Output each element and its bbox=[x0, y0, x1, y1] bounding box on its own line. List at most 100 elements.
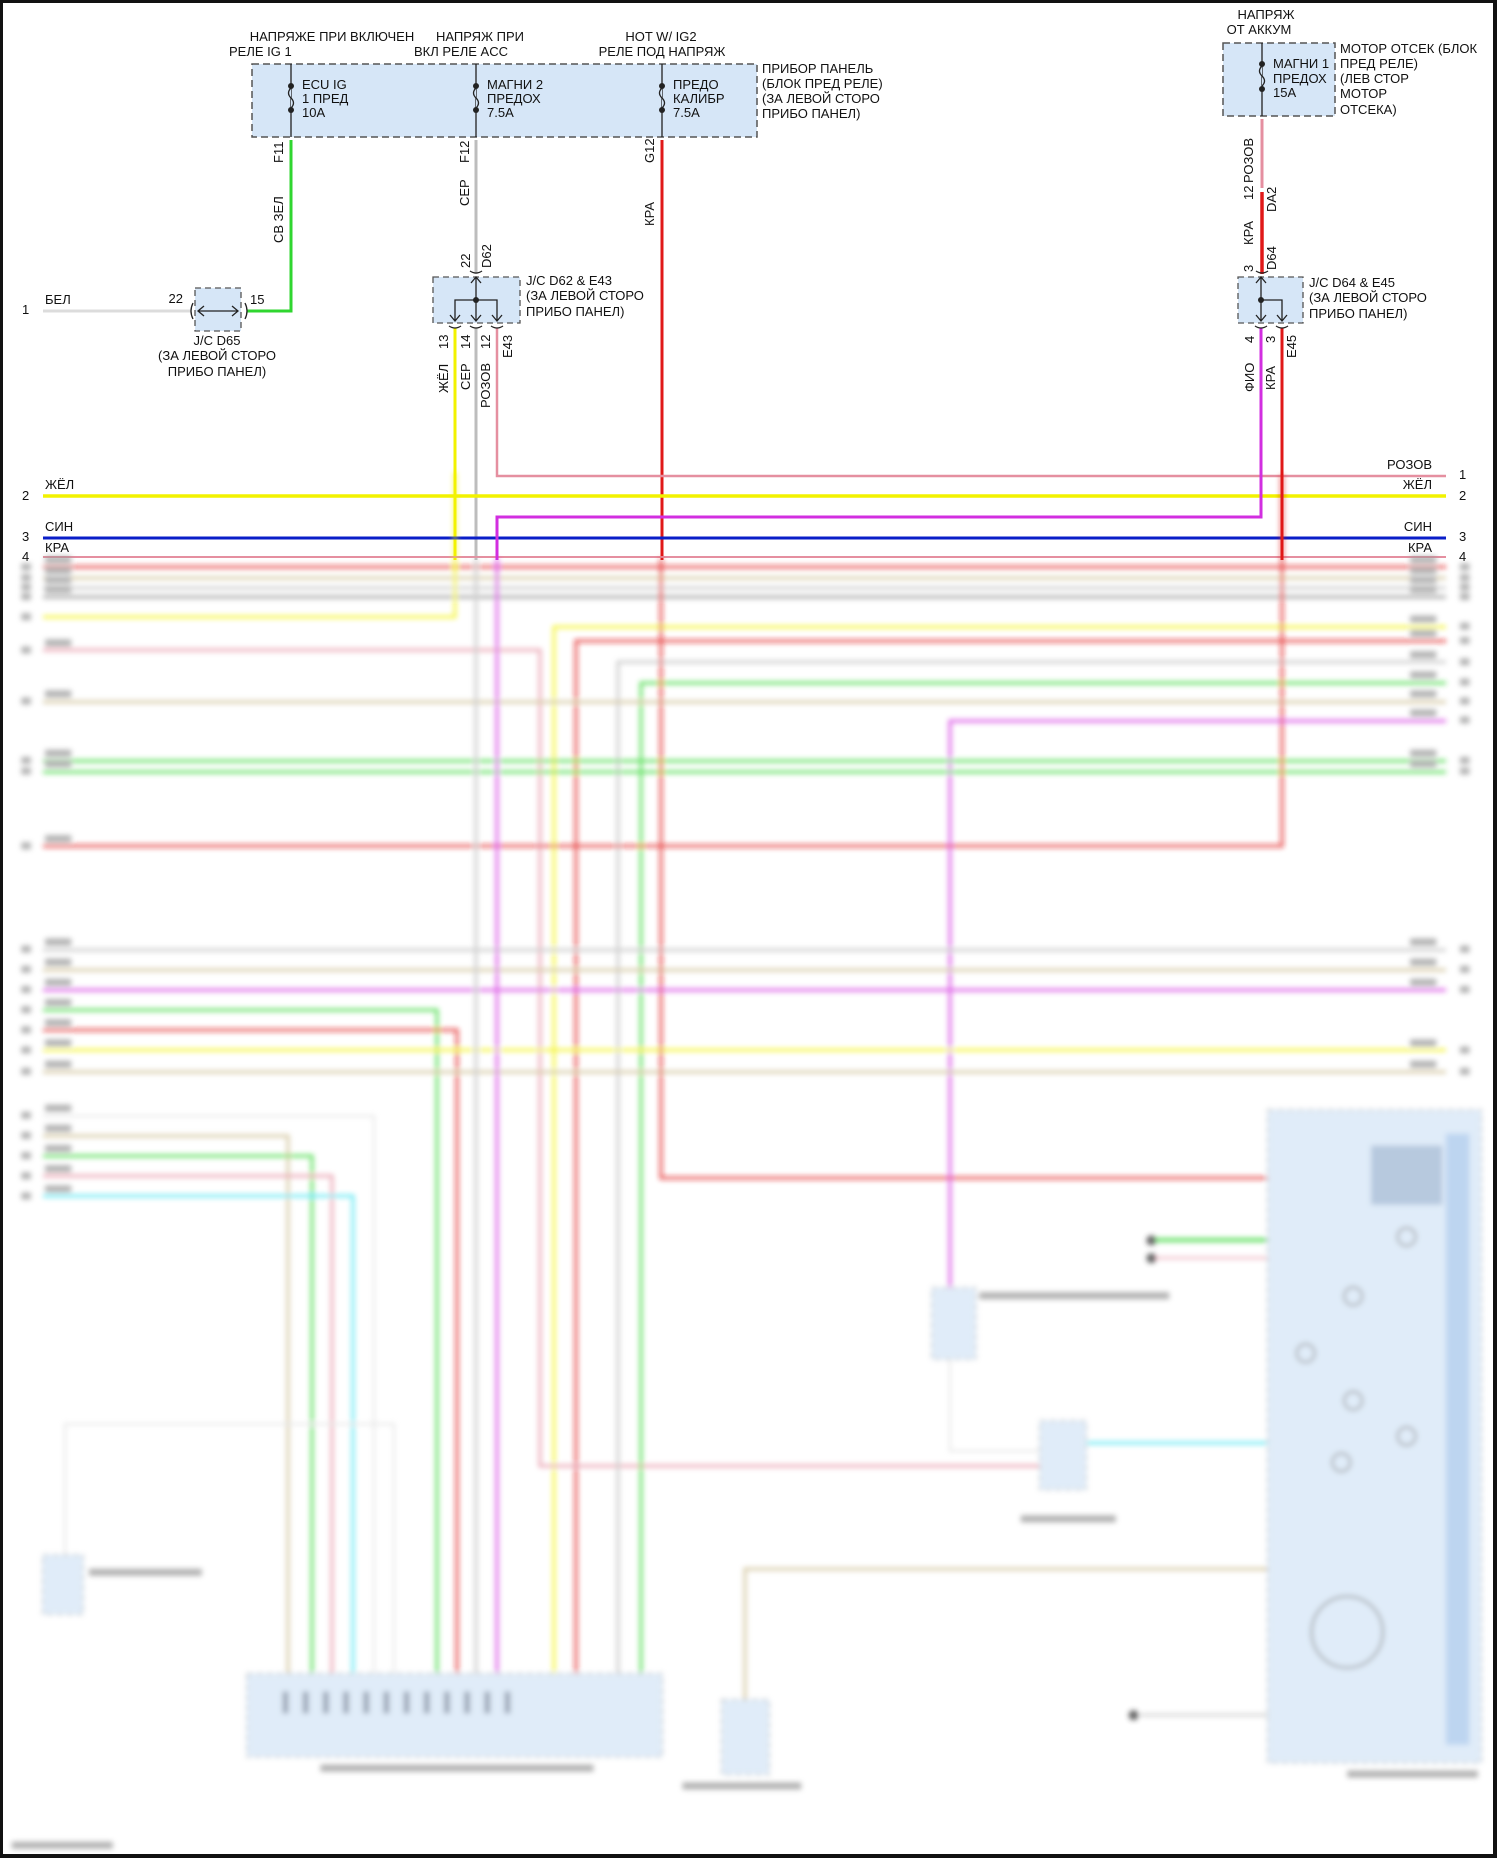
obscured-row-number bbox=[21, 563, 31, 571]
row-labels-left: ЖЁЛ 2 СИН 3 КРА 4 bbox=[22, 477, 74, 564]
junction-location-2: ПРИБО ПАНЕЛ) bbox=[168, 364, 266, 379]
indicator-lamp-icon bbox=[1396, 1226, 1417, 1247]
obscured-row-number bbox=[21, 646, 31, 654]
obscured-component-name bbox=[979, 1292, 1170, 1300]
pin-label: 22 bbox=[169, 291, 183, 306]
wire-color-label: СЕР bbox=[457, 179, 472, 206]
fuse-rating: 15A bbox=[1273, 85, 1296, 100]
connector-label: DA2 bbox=[1264, 187, 1279, 212]
pin-label: 22 bbox=[458, 254, 473, 268]
connector-label: D64 bbox=[1264, 246, 1279, 270]
obscured-wire-label bbox=[1410, 709, 1437, 717]
obscured-row-number bbox=[21, 1067, 31, 1075]
obscured-wire-label bbox=[45, 1019, 72, 1027]
obscured-row-number bbox=[1460, 697, 1470, 705]
connector-pin-icon bbox=[484, 1691, 491, 1714]
obscured-wire-label bbox=[45, 1060, 72, 1068]
splice-icon bbox=[1258, 297, 1264, 303]
wires-top bbox=[43, 119, 1446, 560]
obscured-wire-label bbox=[1410, 690, 1437, 698]
obscured-row-number bbox=[1460, 716, 1470, 724]
connector-label: D62 bbox=[479, 244, 494, 268]
obscured-wire-label bbox=[45, 556, 72, 564]
wire-color-label: КРА bbox=[45, 540, 69, 555]
connector-icon bbox=[469, 270, 483, 274]
pin-label: 12 bbox=[478, 335, 493, 349]
obscured-row-number bbox=[21, 985, 31, 993]
obscured-wire-label bbox=[45, 576, 72, 584]
obscured-cluster-name bbox=[1347, 1770, 1478, 1778]
cluster-display-icon bbox=[1370, 1145, 1443, 1205]
dash-fuse-box-name-2: (БЛОК ПРЕД РЕЛЕ) bbox=[762, 76, 883, 91]
junction-name: J/C D65 bbox=[194, 333, 241, 348]
wire-pink-row1 bbox=[495, 328, 1446, 478]
connector-pin-icon bbox=[423, 1691, 430, 1714]
obscured-row-number bbox=[21, 842, 31, 850]
obscured-row-number bbox=[1460, 636, 1470, 644]
obscured-component-name bbox=[89, 1568, 202, 1576]
obscured-row-number bbox=[21, 965, 31, 973]
connector-pin-icon bbox=[504, 1691, 511, 1714]
obscured-wire-label bbox=[1410, 566, 1437, 574]
obscured-wire-label bbox=[1410, 1039, 1437, 1047]
obscured-row-number bbox=[21, 613, 31, 621]
obscured-row-number bbox=[21, 1131, 31, 1139]
obscured-row-number bbox=[21, 1172, 31, 1180]
obscured-wire-label bbox=[1410, 958, 1437, 966]
connector-pin-icon bbox=[302, 1691, 309, 1714]
blurred-lower-diagram bbox=[11, 472, 1482, 1849]
pin-label: F12 bbox=[457, 141, 472, 163]
fuse-label: ECU IG bbox=[302, 77, 347, 92]
connector-pin-icon bbox=[383, 1691, 390, 1714]
engine-fuse-box-name-4: МОТОР bbox=[1340, 86, 1387, 101]
module-connector bbox=[246, 1673, 663, 1758]
fuse-magni2: МАГНИ 2 ПРЕДОХ 7.5A bbox=[472, 64, 543, 137]
pin-label: 14 bbox=[458, 335, 473, 349]
connector-icon bbox=[190, 302, 248, 320]
obscured-row-number bbox=[1460, 1046, 1470, 1054]
wire bbox=[43, 472, 457, 619]
connector-pin-icon bbox=[464, 1691, 471, 1714]
indicator-lamp-icon bbox=[1331, 1452, 1352, 1473]
splice-icon bbox=[473, 297, 479, 303]
obscured-row-number bbox=[1460, 767, 1470, 775]
connector-icon bbox=[1255, 270, 1269, 274]
wire bbox=[552, 625, 1446, 1674]
obscured-row-number bbox=[1460, 583, 1470, 591]
obscured-row-number bbox=[1460, 593, 1470, 601]
connector-pin-icon bbox=[282, 1691, 289, 1714]
wire bbox=[43, 1028, 459, 1674]
obscured-wire-label bbox=[45, 938, 72, 946]
indicator-lamp-icon bbox=[1295, 1343, 1316, 1364]
wire bbox=[43, 1134, 290, 1674]
fuse-label: МАГНИ 1 bbox=[1273, 56, 1329, 71]
sensor-component bbox=[1039, 1420, 1087, 1491]
pin-label: 13 bbox=[436, 335, 451, 349]
fuse-icon bbox=[472, 87, 480, 109]
obscured-footer-text bbox=[11, 1841, 113, 1849]
obscured-wire-label bbox=[45, 835, 72, 843]
indicator-lamp-icon bbox=[1396, 1426, 1417, 1447]
source-ig1-line2: РЕЛЕ IG 1 bbox=[229, 44, 292, 59]
wire bbox=[574, 639, 1446, 1674]
arrow-icon bbox=[449, 314, 503, 323]
junction-location: (ЗА ЛЕВОЙ СТОРО bbox=[526, 288, 644, 303]
pin-label: 3 bbox=[1263, 336, 1278, 343]
row-number: 2 bbox=[1459, 488, 1466, 503]
wire-color-label: СИН bbox=[45, 519, 73, 534]
obscured-wire-label bbox=[45, 999, 72, 1007]
pin-label: 3 bbox=[1241, 265, 1256, 272]
fuse-terminal-icon bbox=[473, 83, 479, 89]
obscured-wire-label bbox=[45, 585, 72, 593]
wire bbox=[43, 1194, 355, 1674]
obscured-row-number bbox=[21, 593, 31, 601]
source-acc-line1: НАПРЯЖ ПРИ bbox=[436, 29, 524, 44]
dash-fuse-box-name: ПРИБОР ПАНЕЛЬ bbox=[762, 61, 873, 76]
obscured-row-number bbox=[1460, 965, 1470, 973]
arrow-icon bbox=[196, 305, 240, 317]
obscured-wire-label bbox=[45, 690, 72, 698]
dash-fuse-box: ПРИБОР ПАНЕЛЬ (БЛОК ПРЕД РЕЛЕ) (ЗА ЛЕВОЙ… bbox=[251, 61, 883, 138]
fuse-rating: 10A bbox=[302, 105, 325, 120]
connector-icon bbox=[448, 325, 504, 329]
